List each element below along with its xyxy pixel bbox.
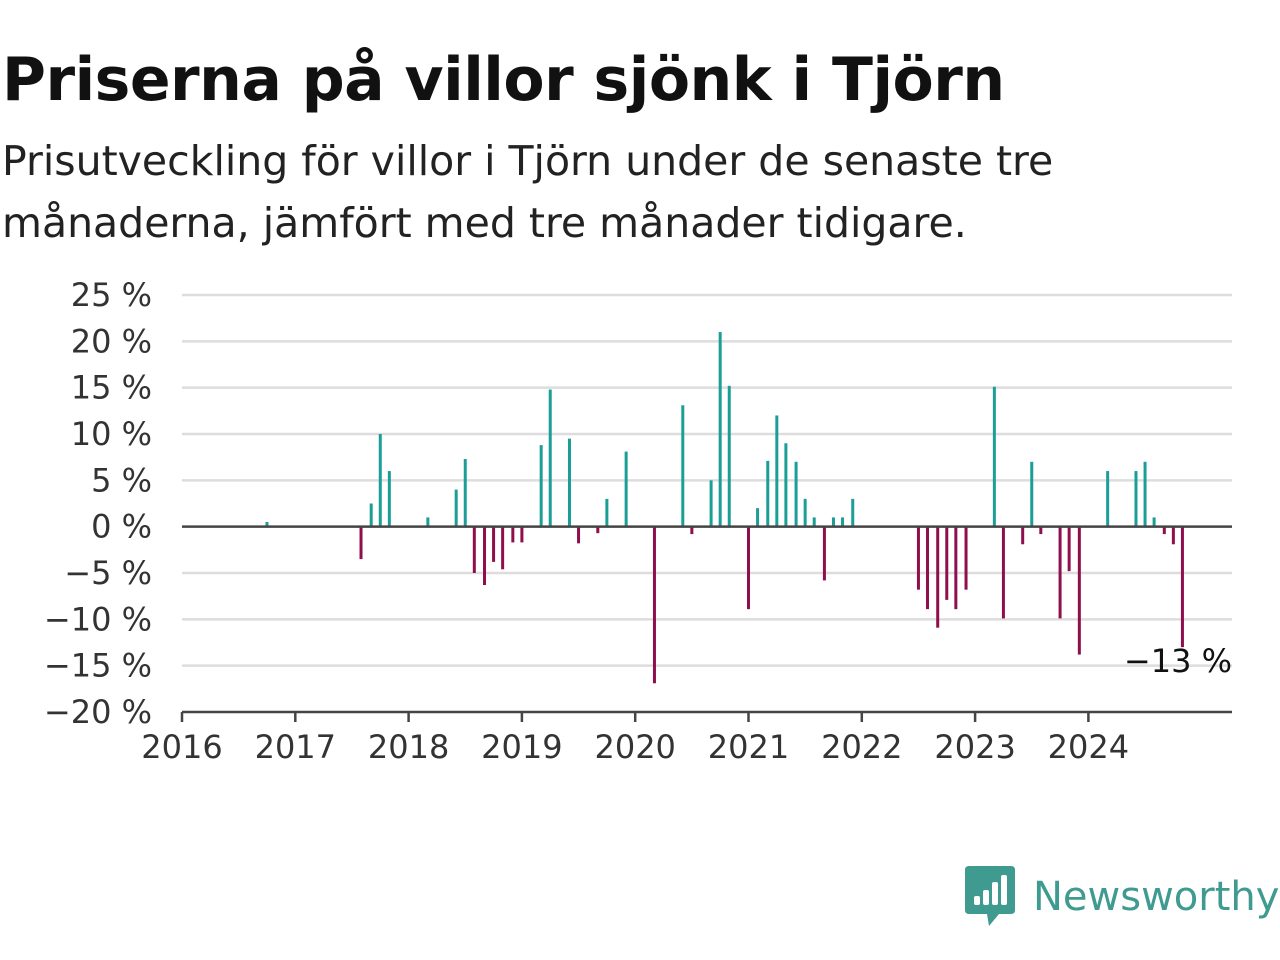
bar xyxy=(1021,526,1025,545)
bar xyxy=(926,526,930,610)
x-tick-label: 2019 xyxy=(481,728,562,766)
x-tick-label: 2024 xyxy=(1048,728,1129,766)
y-tick-label: 25 % xyxy=(71,276,152,314)
bar xyxy=(718,332,722,527)
bar xyxy=(1143,461,1147,527)
chart-subtitle: Prisutveckling för villor i Tjörn under … xyxy=(2,137,1054,247)
y-tick-label: −5 % xyxy=(64,554,152,592)
y-tick-label: −20 % xyxy=(44,693,152,731)
y-tick-label: −10 % xyxy=(44,600,152,638)
bar xyxy=(567,438,571,527)
bar xyxy=(727,385,731,527)
bar xyxy=(359,526,363,560)
bar xyxy=(492,526,496,562)
bar xyxy=(766,460,770,527)
bar xyxy=(1030,461,1034,527)
x-axis xyxy=(182,525,1232,714)
bar-chart: 25 % 20 % 15 % 10 % 5 % 0 % −5 % −10 % −15 % −20 … xyxy=(44,276,1232,766)
bar xyxy=(964,526,968,590)
bar xyxy=(387,471,391,527)
bar xyxy=(1058,526,1062,619)
bar xyxy=(1067,526,1071,572)
bar xyxy=(1162,526,1166,535)
y-tick-label: 0 % xyxy=(91,508,152,546)
bar xyxy=(624,451,628,527)
bar xyxy=(812,517,816,527)
x-tick-label: 2017 xyxy=(255,728,336,766)
bar xyxy=(1152,517,1156,527)
y-tick-label: 15 % xyxy=(71,369,152,407)
bar xyxy=(369,503,373,527)
bar xyxy=(775,415,779,527)
bar xyxy=(426,517,430,527)
bar xyxy=(539,445,543,527)
bar xyxy=(916,526,920,590)
bar xyxy=(463,459,467,527)
bar xyxy=(954,526,958,610)
bar xyxy=(511,526,515,543)
bar xyxy=(378,434,382,527)
bar xyxy=(992,386,996,527)
y-tick-label: 10 % xyxy=(71,415,152,453)
bar xyxy=(1077,526,1081,655)
bar xyxy=(501,526,505,570)
x-tick-label: 2023 xyxy=(934,728,1015,766)
y-axis-ticks: 25 % 20 % 15 % 10 % 5 % 0 % −5 % −10 % −15 % −20 … xyxy=(44,276,152,731)
newsworthy-logo-icon xyxy=(965,866,1015,926)
x-tick-label: 2021 xyxy=(708,728,789,766)
bar xyxy=(831,517,835,527)
y-tick-label: 20 % xyxy=(71,322,152,360)
bar xyxy=(605,498,609,527)
bar xyxy=(945,526,949,600)
x-axis-ticks: 2016 2017 2018 2019 2020 2021 2022 2023 2024 xyxy=(141,712,1129,766)
y-tick-label: −15 % xyxy=(44,647,152,685)
bar xyxy=(454,489,458,527)
bar xyxy=(265,522,269,527)
x-tick-label: 2018 xyxy=(368,728,449,766)
bar xyxy=(596,526,600,534)
x-tick-label: 2020 xyxy=(594,728,675,766)
bar xyxy=(803,498,807,527)
bar xyxy=(548,389,552,527)
bar xyxy=(577,526,581,544)
bar xyxy=(483,526,487,586)
bar xyxy=(841,517,845,527)
bar xyxy=(851,498,855,527)
y-tick-label: 5 % xyxy=(91,461,152,499)
bar xyxy=(822,526,826,581)
last-value-label: −13 % xyxy=(1124,642,1232,680)
bar xyxy=(1171,526,1175,545)
bar xyxy=(1039,526,1043,535)
bar xyxy=(936,526,940,628)
brand-name: Newsworthy xyxy=(1033,874,1280,920)
bar xyxy=(794,461,798,527)
bar xyxy=(747,526,750,610)
bar xyxy=(681,405,685,527)
bar xyxy=(1001,526,1005,619)
x-tick-label: 2016 xyxy=(141,728,222,766)
bar xyxy=(756,508,760,527)
bar xyxy=(709,480,713,527)
chart-title: Priserna på villor sjönk i Tjörn xyxy=(2,45,1005,115)
bar xyxy=(652,526,656,684)
bars xyxy=(265,332,1184,684)
bar xyxy=(690,526,694,535)
bar xyxy=(1180,526,1184,648)
bar xyxy=(520,526,524,543)
bar xyxy=(1134,471,1138,527)
grid-lines xyxy=(182,293,1232,667)
bar xyxy=(1106,471,1110,527)
bar xyxy=(472,526,476,573)
x-tick-label: 2022 xyxy=(821,728,902,766)
bar xyxy=(784,443,788,527)
newsworthy-brand: Newsworthy xyxy=(965,862,1280,932)
